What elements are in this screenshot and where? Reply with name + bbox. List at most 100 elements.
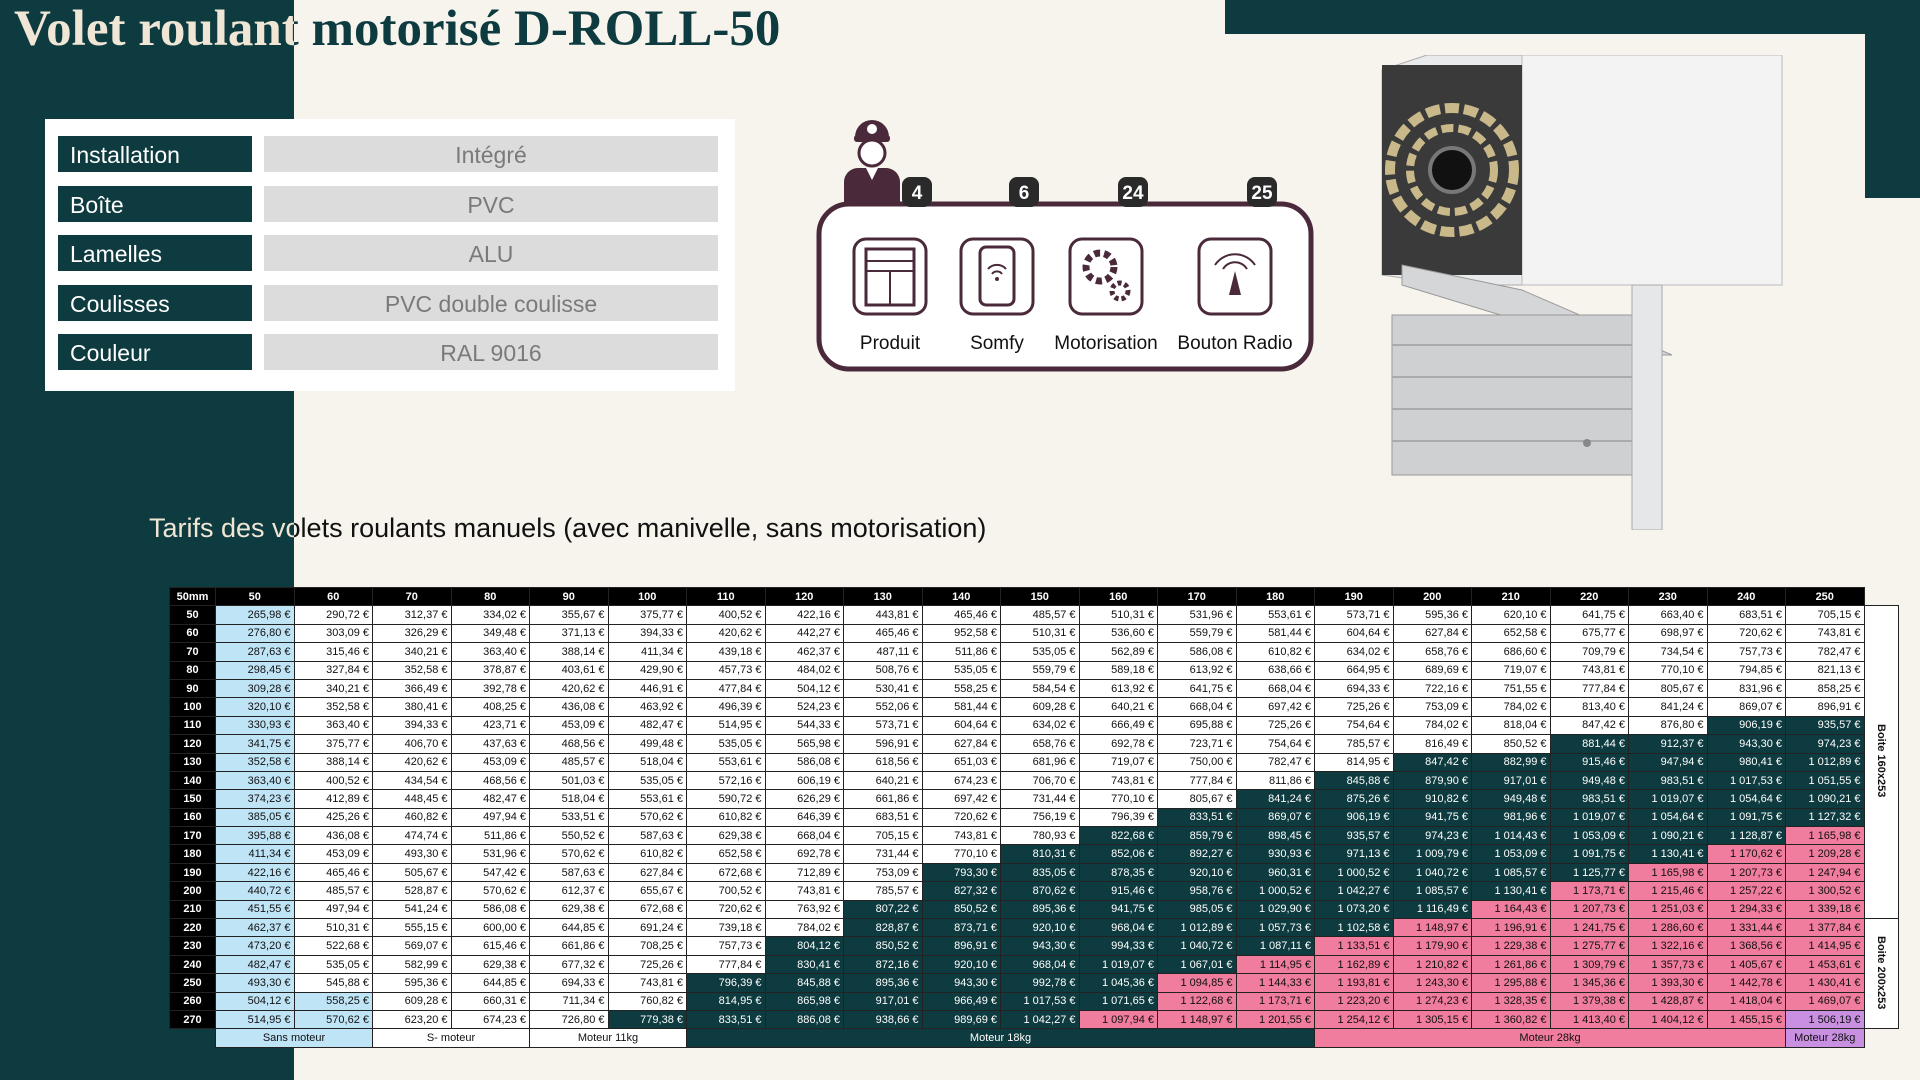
price-cell: 1 173,71 € [1235,991,1315,1011]
price-cell: 340,21 € [293,678,373,699]
price-cell: 994,33 € [1078,936,1158,956]
price-cell: 1 094,85 € [1157,973,1237,993]
price-cell: 555,15 € [372,918,452,938]
price-cell: 1 247,94 € [1785,862,1865,883]
price-cell: 473,20 € [215,936,295,956]
price-cell: 1 300,52 € [1785,881,1865,901]
price-cell: 355,67 € [529,605,609,625]
price-cell: 958,76 € [1157,881,1237,901]
price-cell: 974,23 € [1392,826,1472,846]
price-cell: 763,92 € [764,899,844,920]
services-panel: 4 Produit 6 Somfy 24 Motorisation 25 Bouton Rad… [816,120,1314,372]
price-cell: 683,51 € [1706,605,1786,625]
price-cell: 570,62 € [607,807,687,828]
price-cell: 796,39 € [1078,807,1158,828]
price-cell: 1 122,68 € [1157,991,1237,1011]
price-cell: 1 357,73 € [1628,954,1708,975]
price-cell: 850,52 € [843,936,923,956]
price-cell: 462,37 € [215,918,295,938]
price-cell: 627,84 € [607,862,687,883]
price-cell: 501,03 € [529,770,609,791]
price-cell: 757,73 € [686,936,766,956]
column-header: 140 [921,586,1001,607]
price-cell: 403,61 € [529,660,609,680]
price-cell: 504,12 € [764,678,844,699]
price-cell: 794,85 € [1706,660,1786,680]
price-cell: 423,71 € [450,715,530,736]
price-cell: 850,52 € [1471,734,1551,754]
price-cell: 1 164,43 € [1471,899,1551,920]
price-cell: 1 029,90 € [1235,899,1315,920]
price-cell: 511,86 € [450,826,530,846]
row-header: 60 [169,623,216,644]
price-cell: 510,31 € [293,918,373,938]
price-cell: 613,92 € [1157,660,1237,680]
table-title: Tarifs des volets roulants manuels (avec… [149,513,986,543]
price-cell: 743,81 € [921,826,1001,846]
price-cell: 586,08 € [1157,642,1237,662]
price-cell: 652,58 € [686,844,766,864]
price-cell: 485,57 € [529,752,609,772]
price-cell: 524,23 € [764,697,844,717]
price-cell: 1 042,27 € [1314,881,1394,901]
price-cell: 847,42 € [1549,715,1629,736]
price-cell: 1 414,95 € [1785,936,1865,956]
price-cell: 915,46 € [1549,752,1629,772]
price-cell: 640,21 € [1078,697,1158,717]
price-cell: 652,58 € [1471,623,1551,644]
price-table: 50mm 50 60 70 80 90 100 110 120 130 140 150 160 170 18… [169,586,1899,1048]
price-cell: 920,10 € [921,954,1001,975]
price-row: 80 298,45 €327,84 €352,58 €378,87 €403,61… [169,660,1899,680]
price-row: 240 482,47 €535,05 €582,99 €629,38 €677,3… [169,954,1899,975]
price-cell: 859,79 € [1157,826,1237,846]
price-cell: 709,79 € [1549,642,1629,662]
price-row: 230 473,20 €522,68 €569,07 €615,46 €661,8… [169,936,1899,956]
price-cell: 1 051,55 € [1785,770,1865,791]
price-cell: 1 360,82 € [1471,1009,1551,1030]
price-cell: 1 017,53 € [1706,770,1786,791]
price-cell: 876,80 € [1628,715,1708,736]
price-cell: 298,45 € [215,660,295,680]
footer-row: Sans moteur S- moteur Moteur 11kg Moteur 18… [170,1028,1899,1048]
price-cell: 1 393,30 € [1628,973,1708,993]
price-cell: 943,30 € [921,973,1001,993]
spec-label: Installation [58,136,252,172]
price-cell: 582,99 € [372,954,452,975]
price-cell: 535,05 € [686,734,766,754]
price-cell: 287,63 € [215,642,295,662]
price-cell: 437,63 € [450,734,530,754]
price-cell: 453,09 € [450,752,530,772]
price-cell: 895,36 € [843,973,923,993]
price-cell: 474,74 € [372,826,452,846]
price-cell: 695,88 € [1157,715,1237,736]
price-cell: 570,62 € [450,881,530,901]
price-cell: 1 179,90 € [1392,936,1472,956]
badge-count: 4 [912,183,923,204]
price-cell: 627,84 € [1392,623,1472,644]
price-cell: 394,33 € [372,715,452,736]
price-cell: 651,03 € [921,752,1001,772]
price-cell: 504,12 € [215,991,295,1011]
price-row: 210 451,55 €497,94 €541,24 €586,08 €629,3… [169,899,1899,920]
price-cell: 983,51 € [1549,789,1629,809]
price-cell: 425,26 € [293,807,373,828]
column-header: 250 [1785,586,1865,607]
price-cell: 508,76 € [843,660,923,680]
group-label: Boite 200x253 [1875,935,1887,1009]
price-cell: 941,75 € [1078,899,1158,920]
price-cell: 821,13 € [1785,660,1865,680]
price-cell: 785,57 € [843,881,923,901]
price-cell: 711,34 € [529,991,609,1011]
price-cell: 412,89 € [293,789,373,809]
price-cell: 1 418,04 € [1706,991,1786,1011]
price-cell: 805,67 € [1628,678,1708,699]
price-cell: 290,72 € [293,605,373,625]
row-header: 140 [169,770,216,791]
price-cell: 411,34 € [607,642,687,662]
price-cell: 1 130,41 € [1628,844,1708,864]
price-cell: 514,95 € [686,715,766,736]
price-cell: 559,79 € [1000,660,1080,680]
price-cell: 1 377,84 € [1785,918,1865,938]
price-cell: 312,37 € [372,605,452,625]
price-cell: 705,15 € [1785,605,1865,625]
